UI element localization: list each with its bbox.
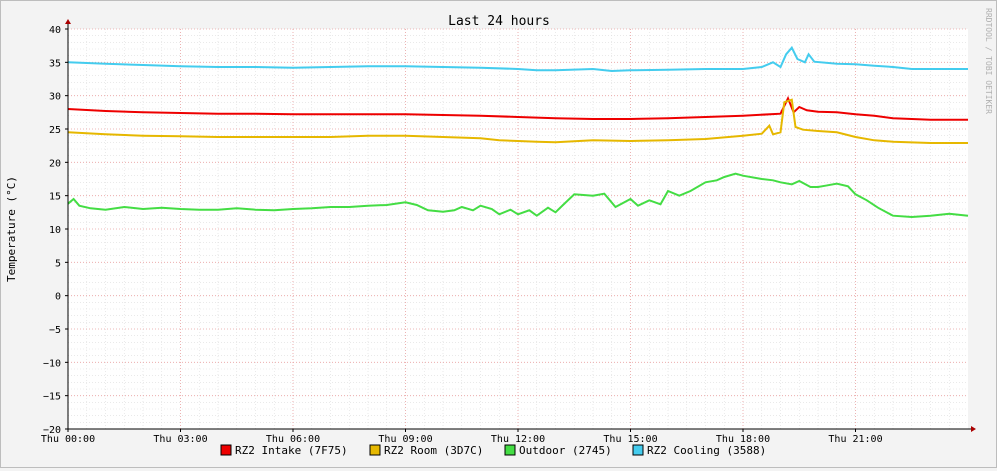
- y-tick-label: 10: [49, 225, 61, 236]
- legend-swatch-rz2-intake-7f75: [220, 444, 232, 456]
- legend-swatch-rz2-room-3d7c: [369, 444, 381, 456]
- legend: RZ2 Intake (7F75) RZ2 Room (3D7C) Outdoor …: [220, 444, 766, 457]
- rrdtool-watermark: RRDTOOL / TOBI OETIKER: [984, 8, 993, 114]
- x-tick-labels: Thu 00:00 Thu 03:00 Thu 06:00 Thu 09:00 Thu …: [41, 429, 883, 445]
- series-layer: [67, 45, 969, 219]
- series-line-outdoor-2745: [67, 172, 969, 219]
- series-line-rz2-intake-7f75: [67, 95, 968, 121]
- y-tick-label: 35: [49, 58, 61, 69]
- legend-label-rz2-room-3d7c: RZ2 Room (3D7C): [384, 444, 483, 457]
- y-axis-label: Temperature (°C): [5, 176, 18, 282]
- y-tick-label: −5: [49, 325, 61, 336]
- y-tick-label: 0: [55, 292, 61, 303]
- legend-swatch-rz2-cooling-3588: [632, 444, 644, 456]
- y-tick-label: 30: [49, 92, 61, 103]
- x-tick-label: Thu 06:00: [266, 434, 320, 445]
- axes: [65, 19, 976, 432]
- legend-label-rz2-intake-7f75: RZ2 Intake (7F75): [235, 444, 348, 457]
- x-tick-label: Thu 21:00: [828, 434, 882, 445]
- chart-title: Last 24 hours: [448, 14, 550, 29]
- x-tick-label: Thu 18:00: [716, 434, 770, 445]
- series-line-rz2-cooling-3588: [67, 45, 968, 73]
- legend-label-rz2-cooling-3588: RZ2 Cooling (3588): [647, 444, 766, 457]
- x-axis-arrow: [971, 426, 976, 432]
- y-tick-label: 5: [55, 258, 61, 269]
- y-tick-labels: 40 35 30 25 20 15 10 5 0 −5 −10 −15 −20: [43, 25, 68, 436]
- major-grid: [68, 28, 968, 430]
- y-tick-label: −15: [43, 392, 61, 403]
- legend-swatch-outdoor-2745: [504, 444, 516, 456]
- series-line-rz2-room-3d7c: [67, 98, 968, 144]
- x-tick-label: Thu 12:00: [491, 434, 545, 445]
- x-tick-label: Thu 00:00: [41, 434, 95, 445]
- x-tick-label: Thu 03:00: [153, 434, 207, 445]
- x-tick-label: Thu 15:00: [603, 434, 657, 445]
- y-tick-label: −10: [43, 358, 61, 369]
- legend-label-outdoor-2745: Outdoor (2745): [519, 444, 612, 457]
- x-tick-label: Thu 09:00: [378, 434, 432, 445]
- y-tick-label: −20: [43, 425, 61, 436]
- y-tick-label: 15: [49, 192, 61, 203]
- y-axis-arrow: [65, 19, 71, 24]
- y-tick-label: 40: [49, 25, 61, 36]
- y-tick-label: 25: [49, 125, 61, 136]
- y-tick-label: 20: [49, 158, 61, 169]
